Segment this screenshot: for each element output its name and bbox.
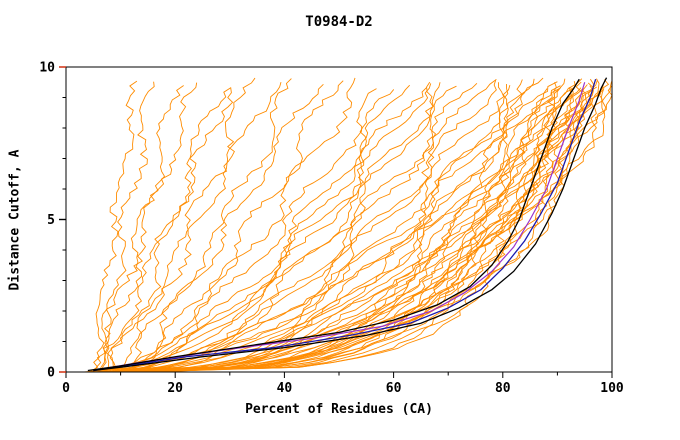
ensemble-curve [89,80,138,373]
ensemble-curve [118,89,395,373]
ensemble-curve [102,80,497,373]
ensemble-curve [157,87,584,373]
ensemble-curve [84,79,523,373]
ensemble-curve [105,86,575,373]
ensemble-curve [141,80,598,373]
ensemble-curve [132,81,612,373]
x-axis-label: Percent of Residues (CA) [245,402,433,417]
ensemble-curve [105,85,184,373]
ensemble-curve [130,84,411,373]
ensemble-curve [93,88,234,373]
model-purple-curve [93,82,586,372]
ensemble-curve [109,87,232,373]
ensemble-curve [121,78,292,373]
x-tick-label: 80 [495,381,511,396]
ensemble-curve [126,88,607,373]
ensemble-curve [98,82,198,373]
y-tick-label: 0 [47,366,55,381]
ensemble-curve [120,83,509,373]
ensemble-curve [101,82,505,373]
ensemble-curve [146,78,594,373]
x-tick-label: 20 [167,381,183,396]
ensemble-curve [99,88,377,373]
ensemble-curve [110,86,428,373]
ensemble-curve [139,87,582,373]
ensemble-curve [101,81,155,373]
ensemble-curve [141,77,544,373]
x-tick-label: 0 [62,381,70,396]
ensemble-curve [131,83,478,373]
ensemble-curve [136,80,344,373]
ensemble-curve [109,83,432,373]
ensemble-curve [104,84,511,373]
ensemble-curve [117,85,561,373]
ensemble-curve [132,85,613,373]
ensemble-curve [122,78,583,373]
x-tick-label: 60 [386,381,402,396]
model-black-left-curve [87,78,580,372]
y-tick-label: 10 [39,61,55,76]
ensemble-curve [123,79,610,373]
ensemble-curve [143,84,604,373]
ensemble-curve [133,82,557,373]
x-tick-label: 100 [600,381,624,396]
ensemble-curve [138,79,497,373]
model-blue-curve [93,79,597,372]
ensemble-curve [94,82,441,373]
ensemble-curve [101,81,282,373]
model-black-right-curve [93,77,608,372]
ensemble-curve [104,81,576,373]
ensemble-curve [156,86,562,373]
x-tick-label: 40 [277,381,293,396]
ensemble-curve [112,84,324,373]
y-tick-label: 5 [47,213,55,228]
ensemble-curve [98,87,561,373]
ensemble-curve [108,77,356,373]
ensemble-curve [122,77,256,373]
ensemble-curve [140,81,558,373]
chart-title: T0984-D2 [305,14,373,30]
ensemble-curve [117,85,457,373]
